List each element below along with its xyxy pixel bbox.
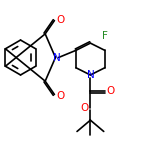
Text: F: F (102, 31, 108, 41)
Text: O: O (107, 86, 115, 96)
Text: O: O (57, 90, 65, 100)
Text: O: O (57, 14, 65, 24)
Text: N: N (86, 70, 94, 80)
Text: N: N (53, 52, 60, 62)
Text: O: O (80, 103, 88, 113)
